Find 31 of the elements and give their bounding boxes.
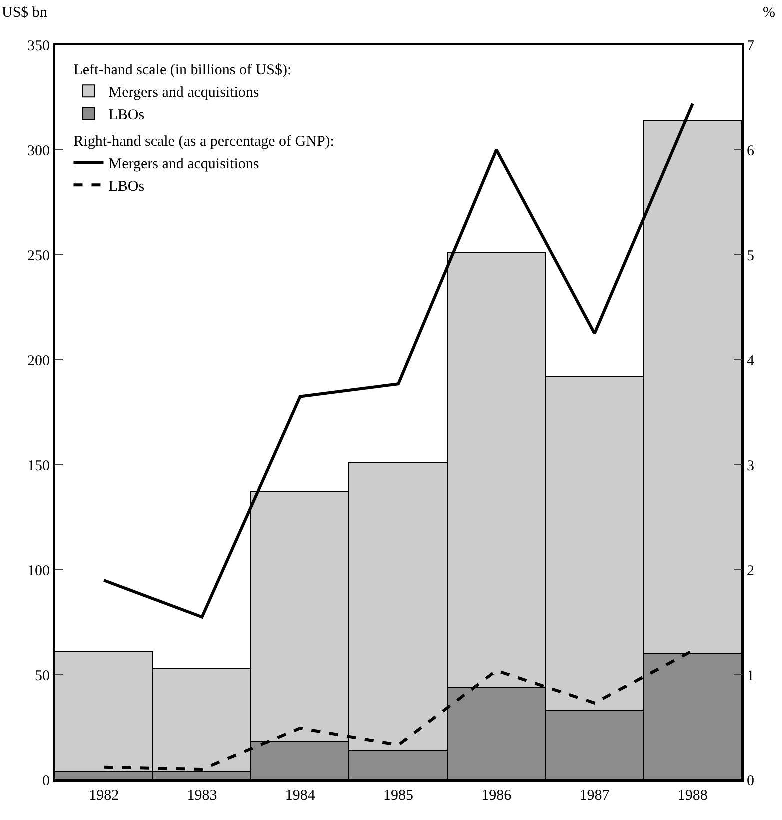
- y2-axis-title: %: [763, 5, 776, 21]
- x-tick-label: 1988: [678, 788, 708, 804]
- y-tick-label: 100: [28, 563, 50, 580]
- y2-tick-label: 3: [747, 458, 754, 474]
- y-axis-title: US$ bn: [2, 5, 48, 21]
- legend-label: LBOs: [108, 107, 145, 124]
- x-tick-label: 1984: [285, 788, 316, 804]
- y2-tick-label: 2: [747, 563, 754, 580]
- legend-label: Mergers and acquisitions: [108, 156, 260, 172]
- y2-tick-label: 6: [747, 143, 755, 160]
- legend-label: LBOs: [108, 178, 145, 195]
- y-tick-label: 300: [28, 143, 50, 160]
- y2-tick-label: 5: [747, 248, 754, 264]
- y-tick-label: 50: [35, 668, 50, 684]
- y2-tick-label: 4: [747, 353, 755, 370]
- x-tick-label: 1987: [580, 788, 610, 804]
- y-tick-label: 200: [28, 353, 50, 370]
- y-tick-label: 350: [28, 38, 50, 54]
- y2-tick-label: 7: [747, 38, 755, 54]
- annotation: Right-hand scale (as a percentage of GNP):: [74, 134, 334, 150]
- x-tick-label: 1986: [482, 788, 512, 804]
- legend-label: Mergers and acquisitions: [108, 84, 260, 101]
- annotation: Left-hand scale (in billions of US$):: [74, 62, 292, 78]
- x-tick-label: 1983: [187, 788, 218, 804]
- x-tick-label: 1982: [89, 788, 120, 804]
- y-tick-label: 250: [28, 248, 50, 264]
- y-tick-label: 150: [28, 458, 50, 474]
- y2-tick-label: 0: [747, 773, 754, 790]
- x-tick-label: 1985: [384, 788, 414, 804]
- y-tick-label: 0: [42, 773, 50, 790]
- y2-tick-label: 1: [747, 668, 754, 684]
